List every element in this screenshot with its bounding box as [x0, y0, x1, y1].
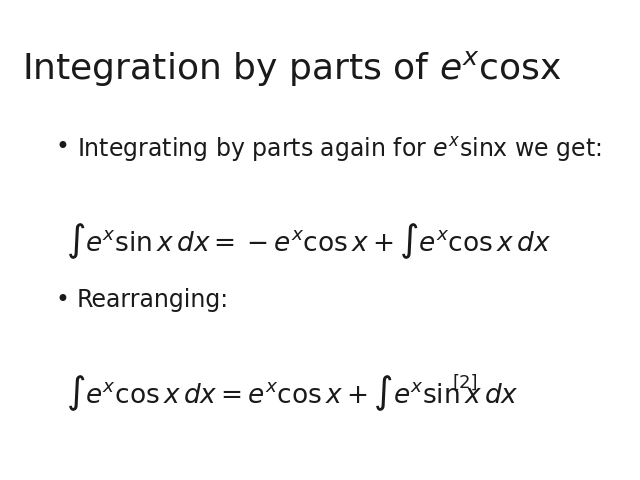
Text: Rearranging:: Rearranging: [77, 288, 229, 312]
Text: •: • [56, 135, 69, 159]
Text: Integration by parts of $e^x$cosx: Integration by parts of $e^x$cosx [22, 49, 562, 88]
Text: Integrating by parts again for $e^x$sinx we get:: Integrating by parts again for $e^x$sinx… [77, 135, 602, 164]
Text: $\int e^x \sin x\,dx = -e^x \cos x + \int e^x \cos x\,dx$: $\int e^x \sin x\,dx = -e^x \cos x + \in… [67, 221, 551, 261]
Text: $\int e^x \cos x\,dx = e^x \cos x + \int e^x \sin x\,dx$: $\int e^x \cos x\,dx = e^x \cos x + \int… [67, 373, 519, 413]
Text: [2]: [2] [453, 373, 478, 392]
Text: •: • [56, 288, 69, 312]
